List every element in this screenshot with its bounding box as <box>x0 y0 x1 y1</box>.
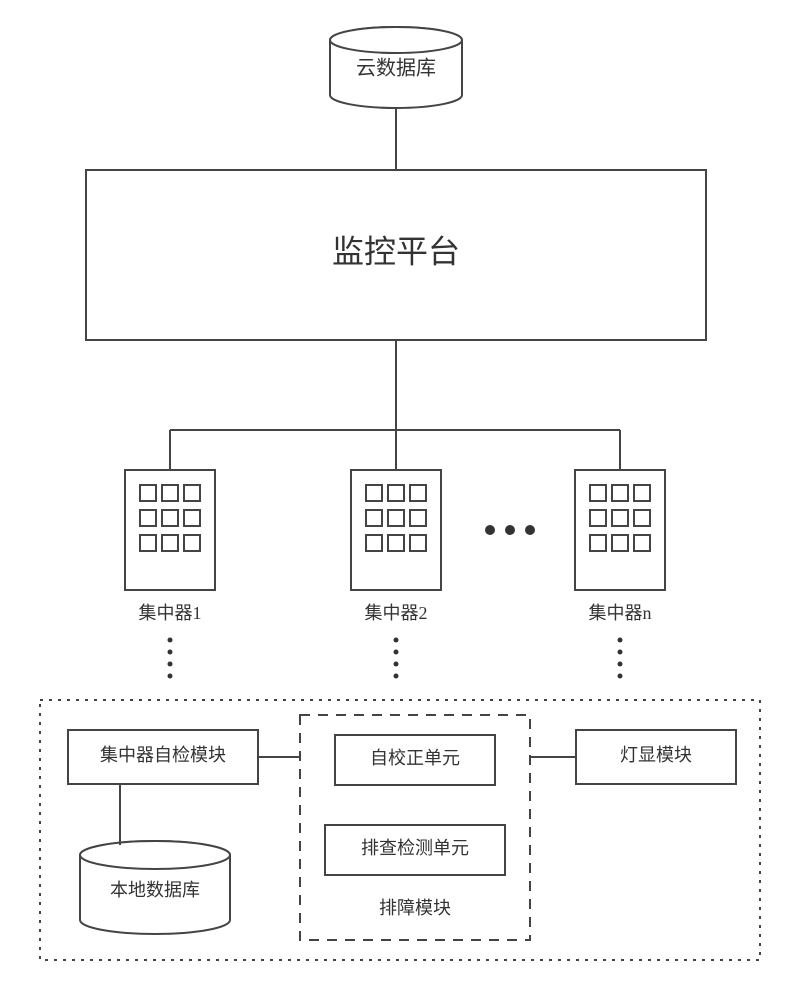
concentrator-2-label: 集中器2 <box>365 603 428 623</box>
selfcheck-label: 集中器自检模块 <box>100 745 226 765</box>
ellipsis-horizontal-icon <box>485 525 535 535</box>
monitor-platform-label: 监控平台 <box>332 233 460 269</box>
ellipsis-v2-icon <box>394 638 399 679</box>
concentrator-n-icon <box>575 470 665 590</box>
cloud-db-label: 云数据库 <box>356 57 436 80</box>
concentrator-1-icon <box>125 470 215 590</box>
fault-module-caption: 排障模块 <box>379 898 451 918</box>
ellipsis-v1-icon <box>168 638 173 679</box>
concentrator-1-label: 集中器1 <box>139 603 202 623</box>
ellipsis-v3-icon <box>618 638 623 679</box>
concentrator-n-label: 集中器n <box>589 603 652 623</box>
local-db-cylinder: 本地数据库 <box>80 841 230 934</box>
local-db-label: 本地数据库 <box>110 880 200 900</box>
inspect-label: 排查检测单元 <box>361 838 469 858</box>
cloud-db-cylinder: 云数据库 <box>330 27 462 108</box>
architecture-diagram: 云数据库 监控平台 集中器1 集中器2 <box>0 0 792 1000</box>
concentrator-2-icon <box>351 470 441 590</box>
self-correct-label: 自校正单元 <box>370 748 460 768</box>
lamp-label: 灯显模块 <box>620 745 692 765</box>
